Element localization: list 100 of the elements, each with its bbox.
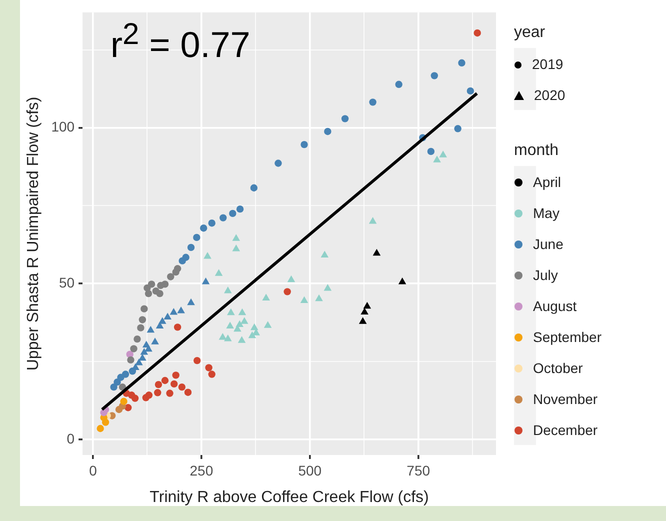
point — [128, 368, 136, 375]
point — [205, 364, 212, 372]
point — [341, 115, 349, 122]
point — [300, 140, 308, 148]
point — [427, 148, 435, 156]
point — [240, 317, 248, 324]
point — [358, 317, 367, 324]
legend-title: month — [514, 142, 558, 160]
point — [184, 388, 192, 396]
point — [174, 324, 182, 331]
point — [127, 356, 134, 364]
legend-label: July — [533, 266, 558, 283]
point — [142, 394, 150, 402]
legend-label: December — [533, 422, 598, 438]
point — [395, 80, 402, 88]
point — [208, 220, 216, 227]
point — [130, 345, 138, 352]
point — [137, 324, 144, 332]
point — [204, 252, 212, 259]
point — [398, 278, 406, 284]
legend-label: August — [533, 298, 577, 314]
x-tick-label: 500 — [298, 462, 322, 478]
point — [193, 356, 201, 364]
point — [138, 354, 146, 361]
legend-label: May — [533, 204, 560, 221]
annotation: r$^{2}$ = 0.77 — [110, 18, 250, 66]
point — [264, 321, 272, 328]
point — [110, 383, 118, 391]
point — [170, 308, 178, 315]
point — [167, 273, 174, 280]
point — [118, 383, 126, 391]
point — [138, 316, 146, 324]
x-tick-label: 250 — [190, 462, 214, 478]
point — [262, 294, 270, 300]
point — [187, 298, 195, 306]
point — [369, 98, 376, 106]
point — [140, 348, 148, 355]
point — [250, 184, 258, 192]
legend-label: April — [533, 174, 562, 190]
y-tick-label: 100 — [51, 118, 75, 135]
point — [164, 312, 172, 320]
point — [157, 282, 164, 290]
point — [363, 302, 372, 309]
point — [114, 378, 121, 386]
point — [200, 224, 208, 232]
point — [238, 308, 246, 316]
point — [372, 248, 381, 256]
point — [156, 322, 164, 329]
point — [214, 269, 223, 276]
point — [238, 336, 246, 343]
point — [166, 390, 174, 397]
point — [430, 72, 438, 80]
point — [156, 290, 164, 298]
point — [454, 125, 462, 132]
point — [226, 322, 234, 329]
point — [140, 305, 148, 312]
point — [236, 205, 244, 213]
point — [315, 294, 323, 302]
point — [466, 87, 474, 95]
point — [324, 284, 332, 291]
point — [227, 308, 235, 316]
point — [248, 331, 256, 338]
point — [439, 150, 447, 158]
point — [232, 244, 240, 252]
point — [154, 389, 162, 396]
legend-label: September — [533, 328, 602, 345]
point — [96, 424, 104, 432]
point — [170, 380, 178, 388]
point — [172, 372, 180, 379]
x-tick-label: 750 — [406, 462, 430, 478]
legend-label: June — [533, 236, 564, 252]
point — [220, 214, 227, 222]
point — [274, 160, 282, 167]
y-tick-label: 50 — [58, 274, 75, 290]
point — [208, 370, 216, 378]
point — [187, 244, 195, 252]
point — [144, 290, 152, 298]
point — [224, 334, 232, 342]
point — [120, 398, 128, 405]
legend-label: November — [533, 390, 598, 407]
text: year — [514, 24, 546, 42]
point — [229, 210, 236, 218]
y-tick-label: 0 — [66, 430, 75, 446]
x-tick-label: 0 — [89, 462, 98, 478]
point — [135, 358, 143, 366]
point — [161, 376, 169, 384]
point — [177, 306, 185, 314]
y-axis-title: Upper Shasta R Unimpaired Flow (cfs) — [25, 96, 42, 371]
point — [154, 380, 162, 388]
point — [218, 332, 227, 340]
point — [151, 338, 159, 344]
point — [172, 268, 180, 276]
point — [144, 344, 152, 352]
text: 2020 — [534, 86, 566, 103]
point — [232, 234, 240, 241]
point — [368, 217, 377, 224]
point — [458, 59, 466, 66]
point — [300, 296, 308, 303]
point — [474, 29, 481, 37]
x-axis-title: Trinity R above Coffee Creek Flow (cfs) — [150, 488, 429, 506]
